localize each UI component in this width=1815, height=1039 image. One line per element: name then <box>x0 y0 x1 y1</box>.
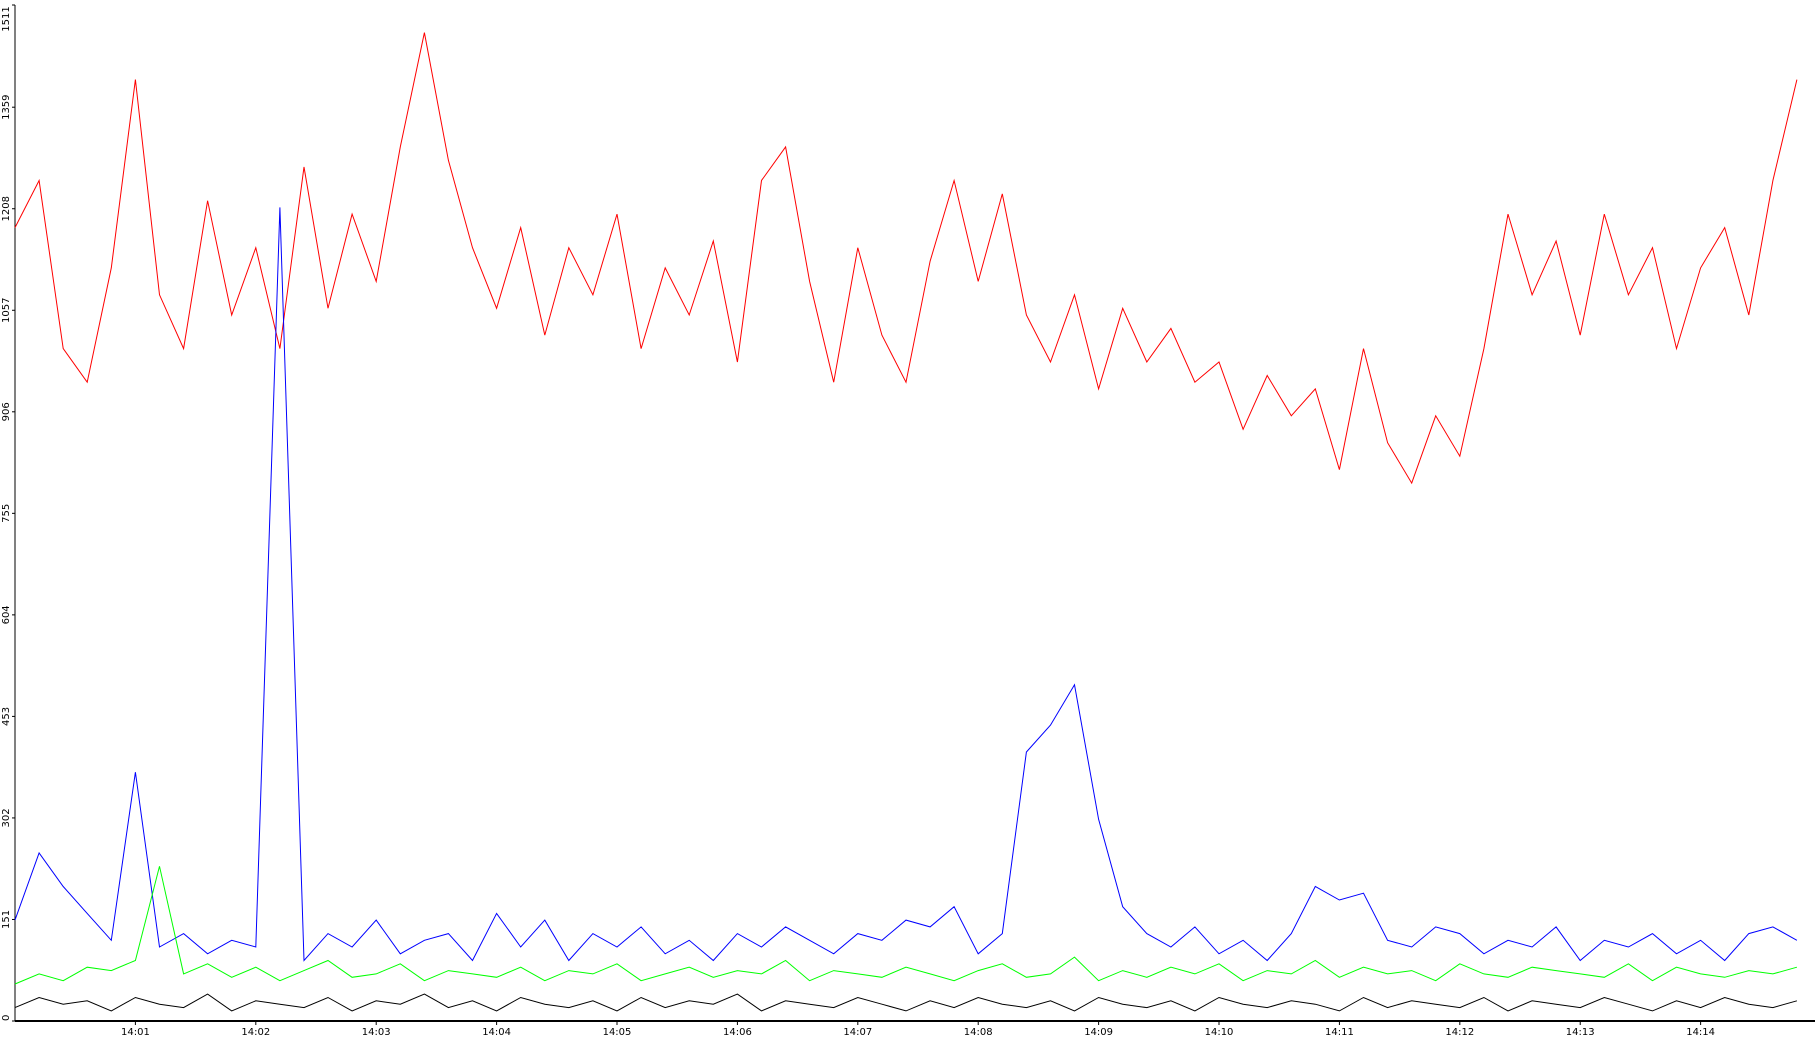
x-tick-label: 14:14 <box>1686 1027 1715 1038</box>
x-tick-label: 14:09 <box>1084 1027 1113 1038</box>
x-tick-label: 14:05 <box>603 1027 632 1038</box>
x-tick-label: 14:03 <box>362 1027 391 1038</box>
x-tick-label: 14:11 <box>1325 1027 1354 1038</box>
y-tick-label: 1511 <box>1 6 12 31</box>
series-line <box>14 866 1798 985</box>
y-tick-label: 1208 <box>1 196 12 221</box>
x-tick-label: 14:10 <box>1205 1027 1234 1038</box>
x-tick-label: 14:01 <box>121 1027 150 1038</box>
y-tick-label: 453 <box>1 707 12 726</box>
x-tick-label: 14:12 <box>1445 1027 1474 1038</box>
y-tick-label: 151 <box>1 910 12 929</box>
y-tick-label: 906 <box>1 402 12 421</box>
series-line <box>14 993 1798 1012</box>
y-tick-label: 1057 <box>1 298 12 323</box>
series-line <box>14 32 1798 485</box>
series-line <box>14 207 1798 962</box>
y-tick-label: 302 <box>1 808 12 827</box>
x-tick-label: 14:04 <box>482 1027 511 1038</box>
y-tick-label: 0 <box>1 1015 12 1021</box>
x-tick-label: 14:13 <box>1566 1027 1595 1038</box>
x-tick-label: 14:07 <box>843 1027 872 1038</box>
y-tick-label: 604 <box>1 605 12 624</box>
x-tick-label: 14:02 <box>241 1027 270 1038</box>
y-tick-label: 1359 <box>1 94 12 119</box>
x-tick-label: 14:06 <box>723 1027 752 1038</box>
x-tick-label: 14:08 <box>964 1027 993 1038</box>
y-tick-label: 755 <box>1 504 12 523</box>
